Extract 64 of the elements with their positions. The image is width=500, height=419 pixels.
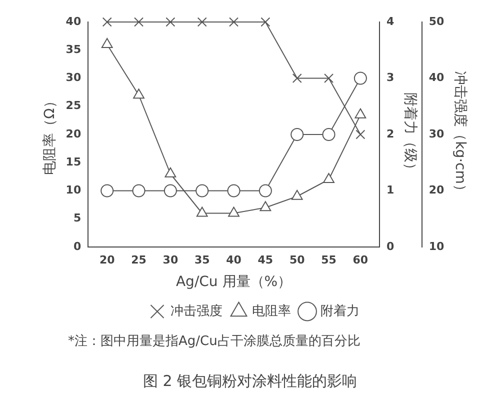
legend-label: 电阻率 xyxy=(252,302,291,319)
y3-tick-label: 30 xyxy=(428,127,445,140)
point xyxy=(101,38,113,48)
y2-tick-label: 2 xyxy=(386,127,394,140)
point xyxy=(323,173,334,183)
text: *注：图中用量是指Ag/Cu占干涂膜总质量的百分比 xyxy=(67,333,362,350)
point xyxy=(166,17,176,27)
point xyxy=(354,108,366,118)
x-tick-label: 45 xyxy=(258,253,274,266)
x-tick-label: 35 xyxy=(194,253,210,266)
point xyxy=(260,201,272,212)
y-tick-label: 35 xyxy=(66,42,82,56)
y2-tick-label: 0 xyxy=(386,240,394,253)
x-tick-label: 40 xyxy=(226,253,242,266)
x-tick-label: 20 xyxy=(99,253,116,266)
y3-tick-label: 10 xyxy=(428,240,445,253)
y3-axis-title: 冲击强度（kg·cm） xyxy=(452,71,468,198)
point xyxy=(164,167,176,178)
y-tick-label: 5 xyxy=(73,212,82,225)
point xyxy=(132,184,146,198)
y-tick-label: 10 xyxy=(66,184,82,197)
x-tick-label: 50 xyxy=(289,253,306,266)
point xyxy=(324,74,334,83)
point xyxy=(196,184,209,198)
point xyxy=(100,184,114,198)
point xyxy=(227,184,240,198)
point xyxy=(258,184,272,198)
point xyxy=(290,128,304,141)
point xyxy=(133,88,144,99)
point xyxy=(291,190,303,200)
point xyxy=(356,130,366,140)
y3-tick-label: 20 xyxy=(428,184,445,197)
legend-label: 附着力 xyxy=(320,302,360,319)
caption: 图 2 银包铜粉对涂料性能的影响 xyxy=(142,372,358,391)
y2-tick-label: 4 xyxy=(386,14,394,28)
y-tick-label: 40 xyxy=(66,14,82,28)
legend-label: 冲击强度 xyxy=(170,302,222,319)
x-tick-label: 25 xyxy=(131,253,146,266)
y3-tick-label: 50 xyxy=(428,14,445,28)
point xyxy=(228,206,240,217)
y-tick-label: 15 xyxy=(66,155,82,168)
point xyxy=(164,184,177,198)
point xyxy=(229,17,239,27)
point xyxy=(196,206,208,217)
y-tick-label: 20 xyxy=(66,127,82,140)
x-tick-label: 55 xyxy=(321,253,336,266)
x-tick-label: 60 xyxy=(352,253,368,266)
y2-tick-label: 1 xyxy=(386,184,394,197)
point xyxy=(102,17,112,27)
point xyxy=(197,17,207,27)
x-tick-label: 30 xyxy=(162,253,178,266)
x-axis-title: Ag/Cu 用量（%） xyxy=(176,274,292,290)
y2-tick-label: 3 xyxy=(386,71,394,84)
point xyxy=(354,72,367,85)
point xyxy=(292,74,302,83)
point xyxy=(322,128,336,141)
y-tick-label: 0 xyxy=(73,240,82,253)
point xyxy=(260,17,270,27)
y2-axis-title: 附着力（级） xyxy=(402,92,418,176)
point xyxy=(134,17,144,27)
y-tick-label: 30 xyxy=(66,71,82,84)
y3-tick-label: 40 xyxy=(428,71,445,84)
y-axis-title: 电阻率（Ω） xyxy=(42,94,58,175)
y-tick-label: 25 xyxy=(66,99,82,112)
